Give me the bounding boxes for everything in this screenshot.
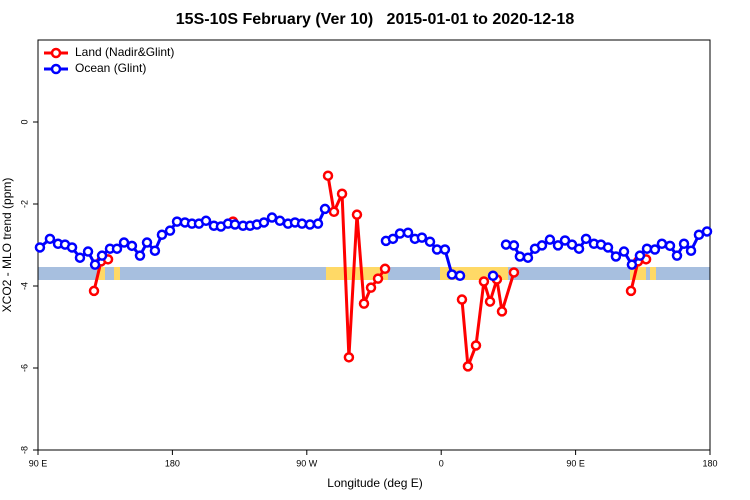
point <box>580 233 592 245</box>
legend-label: Land (Nadir&Glint) <box>75 45 174 59</box>
point <box>544 234 556 245</box>
point <box>134 250 146 261</box>
point <box>336 188 348 199</box>
point <box>328 206 340 218</box>
point <box>387 233 399 245</box>
point <box>618 246 630 257</box>
point <box>126 240 138 252</box>
point <box>678 238 690 250</box>
point <box>111 243 123 254</box>
point <box>634 250 646 261</box>
x-tick-label: 180 <box>165 458 180 468</box>
point <box>379 263 391 275</box>
point <box>602 242 614 253</box>
point <box>141 237 153 248</box>
point <box>685 245 697 256</box>
x-axis-label: Longitude (deg E) <box>327 476 422 490</box>
point <box>484 296 496 307</box>
point <box>312 218 324 229</box>
point <box>454 270 466 281</box>
point <box>394 228 406 239</box>
x-tick-label: 90 E <box>566 458 585 468</box>
x-tick-label: 0 <box>439 458 444 468</box>
point <box>74 252 86 263</box>
point <box>487 270 499 281</box>
point <box>424 236 436 247</box>
point <box>274 215 286 227</box>
point <box>508 267 520 278</box>
point <box>229 219 241 230</box>
y-tick-label: 0 <box>19 119 29 124</box>
point <box>626 259 638 270</box>
point <box>358 298 370 309</box>
point <box>149 245 161 256</box>
point <box>351 209 363 220</box>
point <box>258 217 270 228</box>
point <box>343 352 355 363</box>
point <box>304 219 316 230</box>
point <box>522 252 534 263</box>
point <box>164 225 176 236</box>
point <box>470 340 482 351</box>
y-tick-label: -4 <box>19 282 29 290</box>
point <box>439 244 451 255</box>
point <box>66 242 78 253</box>
point <box>496 306 508 317</box>
point <box>96 250 108 261</box>
point <box>462 361 474 372</box>
point <box>664 240 676 252</box>
point <box>319 203 331 215</box>
legend-marker <box>50 63 62 75</box>
point <box>573 243 585 254</box>
legend-marker <box>50 47 62 59</box>
point <box>552 240 564 251</box>
point <box>89 259 101 270</box>
point <box>671 250 683 261</box>
x-tick-label: 90 E <box>29 458 48 468</box>
point <box>536 240 548 251</box>
point <box>649 244 661 255</box>
point <box>82 246 94 257</box>
point <box>456 294 468 305</box>
chart-title: 15S-10S February (Ver 10) 2015-01-01 to … <box>176 11 575 28</box>
point <box>610 251 622 262</box>
x-tick-label: 180 <box>702 458 717 468</box>
point <box>701 226 713 237</box>
y-tick-label: -2 <box>19 200 29 208</box>
point <box>416 232 428 243</box>
point <box>44 233 56 245</box>
point <box>508 240 520 251</box>
point <box>200 215 212 227</box>
legend-label: Ocean (Glint) <box>75 61 146 75</box>
point <box>514 251 526 262</box>
x-tick-label: 90 W <box>296 458 318 468</box>
point <box>34 242 46 253</box>
point <box>88 285 100 297</box>
y-tick-label: -6 <box>19 364 29 372</box>
point <box>693 229 705 240</box>
point <box>372 273 384 284</box>
point <box>365 282 377 293</box>
point <box>402 227 414 238</box>
point <box>656 238 668 250</box>
point <box>625 285 637 297</box>
point <box>322 170 334 181</box>
y-tick-label: -8 <box>19 446 29 454</box>
point <box>478 276 490 287</box>
point <box>446 269 458 280</box>
y-axis-label: XCO2 - MLO trend (ppm) <box>0 178 14 313</box>
point <box>156 229 168 240</box>
